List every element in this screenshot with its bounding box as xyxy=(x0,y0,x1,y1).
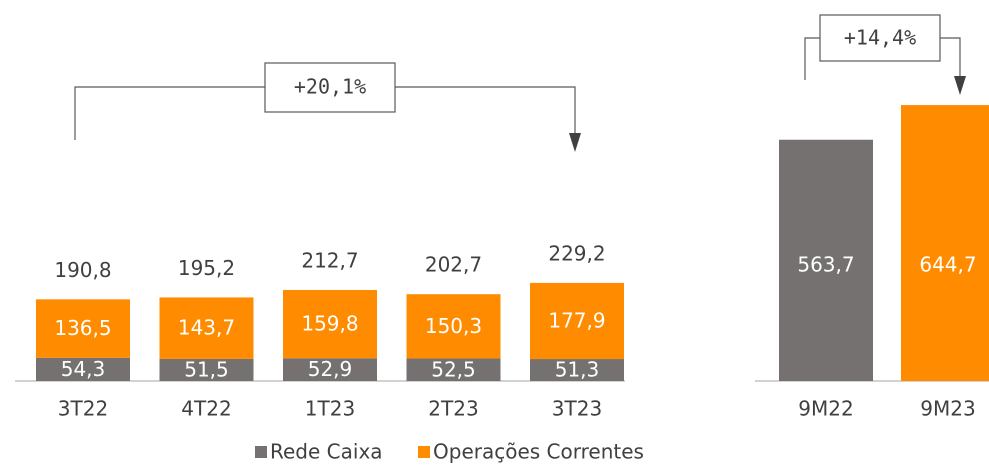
bar-segment xyxy=(530,359,624,381)
bar xyxy=(779,139,873,381)
arrow-head xyxy=(569,133,581,152)
value-label: 136,5 xyxy=(54,316,111,340)
bar-segment xyxy=(36,299,130,358)
bar xyxy=(901,105,989,382)
legend-swatch xyxy=(255,446,267,458)
total-label: 195,2 xyxy=(178,256,235,280)
bar-segment xyxy=(159,358,254,381)
x-tick-label: 4T22 xyxy=(181,397,231,421)
bar-segment xyxy=(530,282,624,360)
arrow-head xyxy=(954,76,966,95)
legend-label: Rede Caixa xyxy=(270,440,383,464)
value-label: 644,7 xyxy=(919,253,976,277)
legend-swatch xyxy=(418,446,430,458)
x-tick-label: 3T22 xyxy=(58,397,108,421)
total-label: 229,2 xyxy=(548,241,605,265)
x-tick-label: 2T23 xyxy=(428,397,478,421)
total-label: 202,7 xyxy=(425,253,482,277)
bar-segment xyxy=(36,357,130,381)
annotation: +14,4% xyxy=(844,26,916,50)
value-label: 54,3 xyxy=(61,357,106,381)
legend-label: Operações Correntes xyxy=(433,440,644,464)
x-tick-label: 3T23 xyxy=(552,397,602,421)
value-label: 51,3 xyxy=(555,358,600,382)
bar-segment xyxy=(406,294,501,359)
value-label: 150,3 xyxy=(425,314,482,338)
bar-segment xyxy=(159,297,254,359)
total-label: 212,7 xyxy=(301,248,358,272)
value-label: 159,8 xyxy=(301,312,358,336)
total-label: 190,8 xyxy=(54,258,111,282)
x-tick-label: 9M23 xyxy=(920,397,975,421)
annotation: +20,1% xyxy=(294,75,366,99)
x-tick-label: 9M22 xyxy=(798,397,853,421)
value-label: 563,7 xyxy=(797,253,854,277)
value-label: 52,5 xyxy=(431,357,476,381)
value-label: 177,9 xyxy=(548,308,605,332)
value-label: 143,7 xyxy=(178,316,235,340)
value-label: 51,5 xyxy=(184,357,229,381)
bar-segment xyxy=(406,358,501,381)
bar-segment xyxy=(283,358,377,381)
value-label: 52,9 xyxy=(308,357,353,381)
bar-segment xyxy=(283,289,377,359)
annotation-bracket xyxy=(74,14,961,140)
x-tick-label: 1T23 xyxy=(305,397,355,421)
